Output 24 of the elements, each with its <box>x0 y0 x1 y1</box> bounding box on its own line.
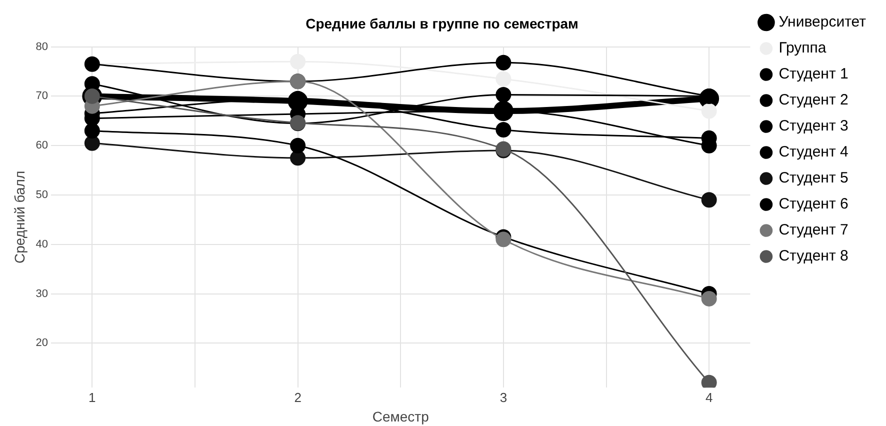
legend-label: Студент 8 <box>778 248 848 265</box>
x-tick-label: 1 <box>88 390 96 405</box>
y-tick-label: 30 <box>36 288 48 300</box>
y-axis-title: Средний балл <box>11 170 28 264</box>
x-tick-label: 3 <box>500 390 508 405</box>
legend-label: Университет <box>778 14 866 31</box>
legend-label: Студент 6 <box>778 196 848 213</box>
legend-label: Группа <box>778 40 827 57</box>
legend-label: Студент 4 <box>778 144 848 161</box>
legend-label: Студент 5 <box>778 170 848 187</box>
x-tick-label: 4 <box>705 390 713 405</box>
y-tick-label: 60 <box>36 140 48 152</box>
y-tick-label: 70 <box>36 90 48 102</box>
y-tick-label: 80 <box>36 40 48 53</box>
y-tick-label: 50 <box>36 189 48 202</box>
x-axis-title: Семестр <box>372 408 430 424</box>
y-tick-label: 20 <box>36 337 48 350</box>
legend-label: Студент 1 <box>778 66 848 83</box>
legend-label: Студент 7 <box>778 222 848 239</box>
legend-label: Студент 3 <box>778 118 848 135</box>
x-tick-label: 2 <box>294 390 302 405</box>
legend-label: Студент 2 <box>778 92 848 109</box>
y-tick-label: 40 <box>36 238 48 250</box>
chart-title: Средние баллы в группе по семестрам <box>306 15 578 32</box>
